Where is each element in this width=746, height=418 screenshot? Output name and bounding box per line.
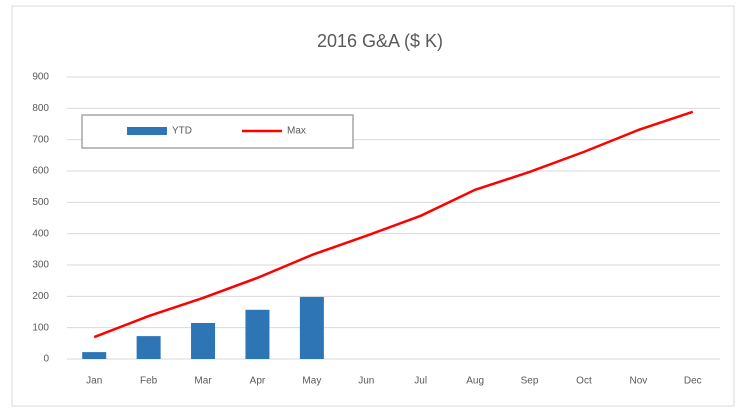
x-tick-label: May — [302, 376, 321, 387]
x-tick-label: Jun — [358, 376, 374, 387]
chart-title: 2016 G&A ($ K) — [317, 31, 443, 51]
chart-frame — [11, 5, 735, 407]
x-tick-label: Feb — [140, 376, 158, 387]
x-tick-label: Aug — [466, 376, 484, 387]
x-tick-label: Dec — [684, 376, 702, 387]
bar — [191, 322, 216, 359]
y-tick-label: 0 — [43, 354, 49, 365]
x-tick-label: Mar — [194, 376, 212, 387]
x-tick-label: Oct — [576, 376, 592, 387]
bar — [136, 336, 161, 359]
y-tick-label: 700 — [32, 134, 49, 145]
x-tick-label: Jan — [86, 376, 102, 387]
x-tick-label: Apr — [250, 376, 266, 387]
legend-label: Max — [287, 126, 306, 137]
y-tick-label: 100 — [32, 322, 49, 333]
y-tick-label: 200 — [32, 291, 49, 302]
y-tick-label: 800 — [32, 103, 49, 114]
bar — [299, 296, 324, 359]
y-tick-label: 300 — [32, 260, 49, 271]
y-tick-label: 900 — [32, 72, 49, 83]
legend-box — [81, 114, 354, 149]
x-tick-label: Nov — [629, 376, 647, 387]
x-tick-label: Sep — [521, 376, 539, 387]
bar — [245, 309, 270, 359]
y-tick-label: 500 — [32, 197, 49, 208]
legend-swatch — [127, 127, 167, 135]
line — [93, 110, 694, 339]
y-tick-label: 400 — [32, 228, 49, 239]
legend-label: YTD — [172, 126, 192, 137]
y-tick-label: 600 — [32, 166, 49, 177]
x-tick-label: Jul — [414, 376, 427, 387]
bar — [82, 352, 107, 359]
